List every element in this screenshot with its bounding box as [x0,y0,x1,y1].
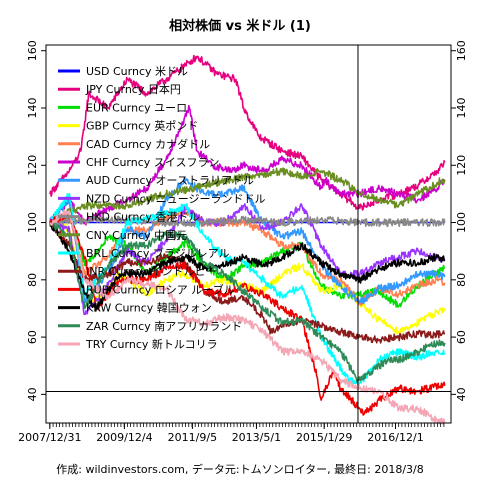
series-layer [49,54,446,425]
series-line [49,212,446,416]
y-tick-label-left: 140 [26,98,39,119]
y-tick-label-left: 80 [26,273,39,287]
plot-frame [45,44,452,424]
series-line [49,167,446,227]
series-line [49,54,446,211]
y-tick-label-right: 120 [455,155,468,176]
x-tick-label: 2013/5/1 [232,431,281,444]
series-line [49,212,446,308]
y-tick-label-right: 60 [455,330,468,344]
legend-label: USD Curncy 米ドル [86,65,188,78]
y-tick-label-right: 40 [455,387,468,401]
legend-label: KRW Curncy 韓国ウォン [86,302,212,315]
series-line [49,222,446,312]
legend-label: HKD Curncy 香港ドル [86,211,199,224]
y-tick-label-right: 80 [455,273,468,287]
series-line [49,104,446,226]
legend-label: CAD Curncy カナダドル [86,137,210,151]
y-tick-label-right: 140 [455,98,468,119]
y-tick-label-left: 100 [26,212,39,233]
legend-label: BRL Curncy ブラジルレアル [86,246,230,260]
legend-label: EUR Curncy ユーロ [86,101,187,114]
series-line [49,215,446,228]
x-tick-label: 2009/12/4 [96,431,152,444]
x-tick-label: 2015/1/29 [296,431,352,444]
series-line [49,219,446,344]
y-tick-label-left: 160 [26,40,39,61]
series-line [49,209,446,425]
legend-label: GBP Curncy 英ポンド [86,119,198,133]
series-line [49,221,446,384]
legend-label: RUB Curncy ロシア ルーブル [86,282,235,296]
legend-label: JPY Curncy 日本円 [85,82,181,96]
y-tick-label-right: 100 [455,212,468,233]
legend-label: CHF Curncy スイスフラン [86,156,219,169]
series-line [49,177,446,304]
legend-label: TRY Curncy 新トルコリラ [85,337,218,351]
legend-label: INR Curncy インドルピー [86,265,217,278]
series-line [49,193,446,387]
legend-label: NZD Curncy ニュージーランドドル [86,192,266,205]
legend-label: AUD Curncy オーストラリアドル [86,174,254,187]
y-tick-label-left: 120 [26,155,39,176]
x-tick-label: 2007/12/31 [18,431,81,444]
y-tick-label-left: 40 [26,387,39,401]
x-tick-label: 2011/9/5 [168,431,217,444]
y-tick-label-right: 160 [455,40,468,61]
y-tick-label-left: 60 [26,330,39,344]
legend: USD Curncy 米ドル JPY Curncy 日本円 EUR Curncy ユ… [58,65,266,351]
legend-label: ZAR Curncy 南アフリカランド [86,320,242,333]
legend-label: CNY Curncy 中国元 [86,229,187,242]
axes-layer: 40 40 60 60 80 80 100 100 120 120 140 140 160 160 2007… [18,40,468,444]
chart-caption: 作成: wildinvestors.com, データ元:トムソンロイター, 最終… [56,462,423,476]
x-tick-label: 2016/12/1 [367,431,423,444]
chart-title: 相対株価 vs 米ドル (1) [169,18,311,34]
